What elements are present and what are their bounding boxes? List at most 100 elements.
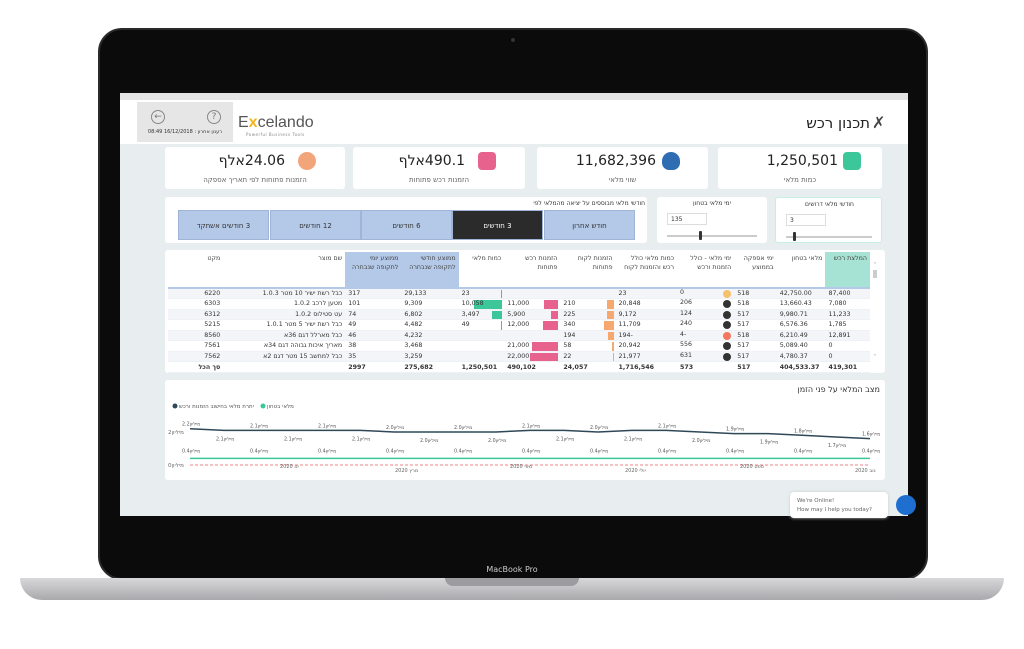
x-tick-label: ינו 2020: [280, 464, 299, 470]
table-scrollbar[interactable]: ˄ ˅: [871, 262, 879, 366]
cell-stock: [458, 351, 505, 362]
legend-marker: [260, 403, 266, 409]
cell-value: כבל רשת ישיר 10 מטר 1.0.3: [262, 290, 343, 297]
filter-3-months-last-year[interactable]: 3 חודשים אשתקד: [178, 210, 269, 240]
cust-data-bar: [611, 342, 614, 351]
cell-safety: 13,660.43: [776, 298, 826, 310]
cell-name: [223, 361, 346, 373]
cell-supply: 517: [734, 351, 777, 362]
safety-days-slicer: ימי מלאי בטחון 135: [657, 197, 767, 243]
cell-value: 23: [618, 290, 627, 297]
cell-total: 9,172: [615, 309, 678, 320]
cell-value: 9,309: [404, 300, 423, 308]
logo-tagline: Powerful Business Tools: [246, 132, 305, 137]
slider-thumb[interactable]: [793, 232, 796, 241]
filter-6-months[interactable]: 6 חודשים: [361, 210, 452, 240]
kpi-card-stock-qty: 1,250,501 כמות מלאי: [718, 147, 882, 189]
cell-value: 74: [348, 310, 357, 318]
data-label: 1.6מיליון: [862, 432, 880, 438]
cell-value: 24,057: [563, 363, 588, 371]
cell-days: 124: [677, 309, 735, 320]
column-header[interactable]: ימי מלאי - כולל הזמנות ורכש: [677, 252, 735, 289]
slider-track[interactable]: [786, 236, 872, 238]
filter-last-month[interactable]: חודש אחרון: [544, 210, 635, 240]
cell-daily: 2997: [345, 361, 402, 373]
kpi-card-open-purchase: 490.1אלף הזמנות רכש פתוחות: [353, 147, 525, 189]
cell-cust: 225: [560, 309, 616, 320]
table-row[interactable]: 0 5,089.40 517 556 20,942 58 21,000 3,468 38 מארי…: [168, 340, 870, 352]
table-row[interactable]: 0 4,780.37 517 631 21,977 22 22,000 3,259 35 כבל …: [168, 351, 870, 362]
cell-rec: 87,400: [825, 288, 870, 299]
cell-supply: 518: [734, 330, 777, 341]
data-label: 0.4מיליון: [726, 448, 744, 454]
cell-rec: 1,785: [825, 319, 870, 331]
table-row[interactable]: 87,400 42,750.00 518 0 23 23 29,133 317 כבל רשת …: [168, 288, 870, 299]
slider-thumb[interactable]: [699, 231, 702, 240]
scroll-up-icon[interactable]: ˄: [873, 262, 877, 269]
cust-data-bar: [603, 321, 614, 330]
cell-value: 0: [828, 342, 833, 350]
safety-days-input[interactable]: 135: [667, 213, 707, 225]
data-label: 2.1מיליון: [216, 436, 234, 442]
cell-cust: 210: [560, 298, 616, 310]
total-row[interactable]: 419,301 404,533.37 517 573 1,716,546 24,057 49…: [168, 361, 870, 373]
arrow-left-icon[interactable]: ←: [151, 110, 165, 124]
filter-12-months[interactable]: 12 חודשים: [270, 210, 361, 240]
person-clock-icon: [298, 152, 316, 170]
data-label: 0.4מיליון: [454, 448, 472, 454]
cell-monthly: 29,133: [401, 288, 459, 299]
cell-value: 11,233: [828, 310, 851, 318]
kpi-value: 1,250,501: [766, 153, 838, 169]
column-header[interactable]: מקט: [168, 252, 224, 289]
cell-value: 58: [563, 342, 572, 350]
cell-value: 518: [737, 331, 750, 339]
slider-track[interactable]: [667, 235, 757, 237]
camera: [511, 38, 515, 42]
scroll-down-icon[interactable]: ˅: [873, 354, 877, 361]
hand-truck-icon: [843, 152, 861, 170]
laptop-base: [20, 578, 1004, 600]
data-label: 1.9מיליון: [726, 427, 744, 433]
cell-value: 6220: [204, 290, 221, 297]
filter-3-months[interactable]: 3 חודשים: [452, 210, 543, 240]
column-header[interactable]: מלאי בטחון: [776, 252, 826, 289]
cell-value: -4: [680, 330, 687, 338]
column-header[interactable]: המלצת רכש: [825, 252, 870, 289]
column-header[interactable]: הזמנות רכש פתוחות: [504, 252, 561, 289]
table-row[interactable]: 1,785 6,576.36 517 240 11,709 340 12,000 49 4,48…: [168, 319, 870, 331]
cell-value: 6,210.49: [779, 331, 808, 339]
cell-purch: 5,900: [504, 309, 561, 320]
chat-popup[interactable]: We're Online! How may I help you today?: [790, 492, 888, 518]
cell-monthly: 3,259: [401, 351, 459, 362]
legend-marker: [172, 403, 178, 409]
cell-monthly: 9,309: [401, 298, 459, 310]
header: [120, 100, 908, 144]
column-header[interactable]: הזמנות לקוח פתוחות: [560, 252, 616, 289]
column-header[interactable]: ממוצע חודשי לתקופה שנבחרה: [401, 252, 459, 289]
cell-value: עט סטילוס 1.0.2: [295, 310, 343, 318]
cell-daily: 317: [345, 288, 402, 299]
required-months-input[interactable]: 3: [786, 214, 826, 226]
cell-value: 5,089.40: [779, 342, 808, 350]
table-row[interactable]: 7,080 13,660.43 518 206 20,848 210 11,000 10,05…: [168, 298, 870, 310]
table-row[interactable]: 12,891 6,210.49 518 -4 -194 194 4,232 46 כבל מאר…: [168, 330, 870, 341]
device-label: MacBook Pro: [486, 565, 538, 574]
cell-value: 556: [680, 341, 693, 349]
cell-days: 206: [677, 298, 735, 310]
chat-icon[interactable]: [896, 495, 916, 515]
line-chart: יתרת מלאי בחישוב הזמנות ורכש מלאי בטחון 0מ…: [168, 403, 880, 474]
column-header[interactable]: ימי אספקה בממוצע: [734, 252, 777, 289]
cell-value: 21,977: [618, 352, 641, 360]
question-icon[interactable]: ?: [207, 110, 221, 124]
chat-line1: We're Online!: [797, 498, 835, 504]
column-header[interactable]: ממוצע יומי לתקופה שנבחרה: [345, 252, 402, 289]
column-header[interactable]: כמות מלאי כולל רכש והזמנות לקוח: [615, 252, 678, 289]
column-header[interactable]: שם מוצר: [223, 252, 346, 289]
column-header[interactable]: כמות מלאי: [458, 252, 505, 289]
cell-total: 11,709: [615, 319, 678, 331]
data-label: 1.7מיליון: [828, 443, 846, 449]
kpi-label: שווי מלאי: [608, 176, 637, 184]
scroll-thumb[interactable]: [873, 270, 877, 278]
cell-value: 49: [461, 321, 470, 329]
table-row[interactable]: 11,233 9,980.71 517 124 9,172 225 5,900 3,497 6,…: [168, 309, 870, 320]
